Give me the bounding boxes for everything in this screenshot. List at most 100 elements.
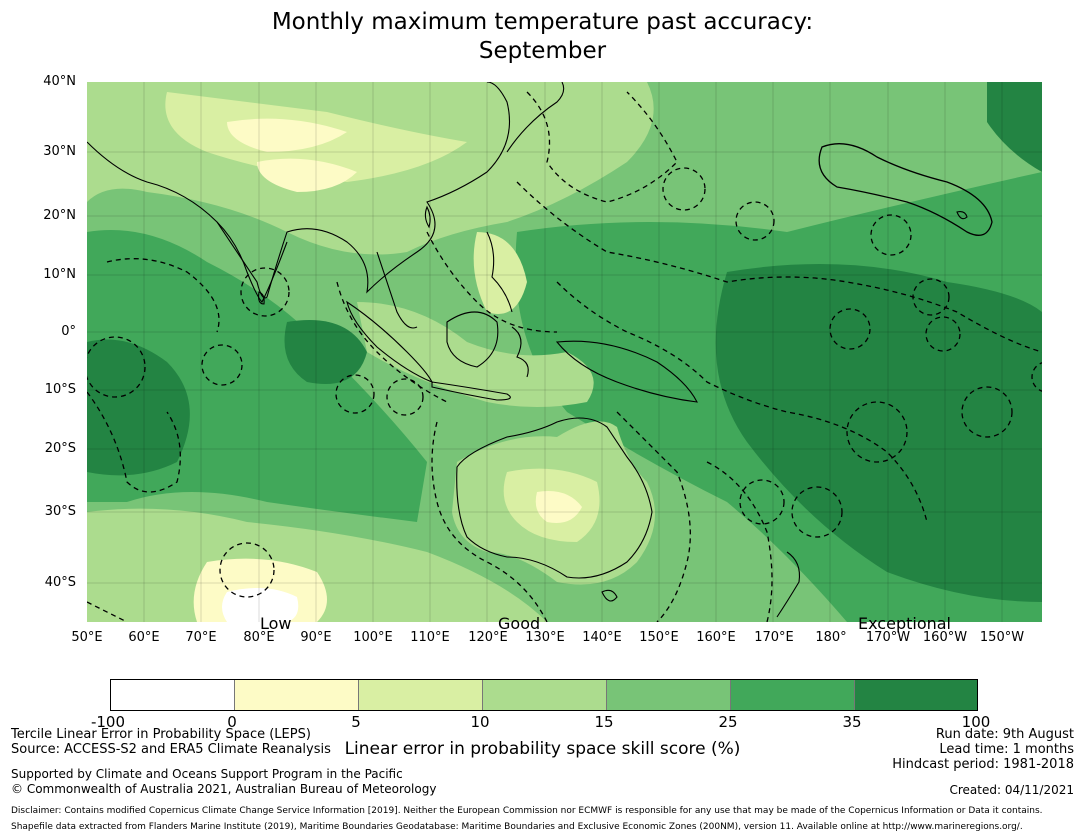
lead-time-text: Lead time: 1 months xyxy=(939,742,1074,757)
colorbar xyxy=(110,679,978,711)
lon-label-100e: 100°E xyxy=(353,630,393,645)
colorbar-tick-3: 5 xyxy=(351,713,361,731)
title-line-1: Monthly maximum temperature past accurac… xyxy=(271,9,814,35)
skill-region-exceptional xyxy=(715,264,1042,602)
lon-label-50e: 50°E xyxy=(71,630,103,645)
colorbar-segment-1 xyxy=(111,680,235,710)
coastline-india xyxy=(216,221,288,303)
category-label-exceptional: Exceptional xyxy=(858,614,951,633)
skill-region-australia-lower xyxy=(535,491,582,523)
eez-line-3 xyxy=(426,231,558,333)
eez-line-8 xyxy=(87,391,181,493)
coastline-srilanka xyxy=(258,291,265,305)
coastline-java xyxy=(431,381,511,401)
coastline-hawaii xyxy=(956,211,968,220)
hindcast-text: Hindcast period: 1981-2018 xyxy=(892,757,1074,772)
lon-label-160w: 160°W xyxy=(922,630,968,645)
coastline-asia xyxy=(87,82,511,299)
lon-label-120e: 120°E xyxy=(468,630,508,645)
coastline-japan xyxy=(506,82,565,153)
eez-line-2 xyxy=(556,281,928,523)
coastlines xyxy=(87,82,968,618)
coastline-newguinea xyxy=(555,340,698,403)
skill-map xyxy=(87,82,1042,622)
eez-line-7 xyxy=(706,461,773,622)
lat-label-20s: 20°S xyxy=(44,441,76,456)
coastline-borneo xyxy=(446,311,499,368)
eez-line-5 xyxy=(431,421,548,622)
colorbar-label: Linear error in probability space skill … xyxy=(344,739,741,759)
coastline-sulawesi xyxy=(511,326,529,378)
source-text: Source: ACCESS-S2 and ERA5 Climate Reana… xyxy=(11,742,331,757)
category-label-low: Low xyxy=(260,614,292,633)
run-date-text: Run date: 9th August xyxy=(935,727,1074,742)
colorbar-tick-2: 0 xyxy=(227,713,237,731)
colorbar-segment-4 xyxy=(483,680,607,710)
lon-label-150e: 150°E xyxy=(639,630,679,645)
lon-label-70e: 70°E xyxy=(185,630,217,645)
skill-map-svg xyxy=(87,82,1042,622)
lat-label-30n: 30°N xyxy=(43,144,76,159)
lat-label-0: 0° xyxy=(61,324,76,339)
eez-hawaii xyxy=(818,143,993,236)
lon-label-60e: 60°E xyxy=(128,630,160,645)
eez-line-1 xyxy=(516,181,1042,353)
lon-label-170w: 170°W xyxy=(865,630,911,645)
colorbar-segment-3 xyxy=(359,680,483,710)
colorbar-tick-1: -100 xyxy=(90,713,126,731)
lat-label-40n: 40°N xyxy=(43,74,76,89)
eez-boundaries xyxy=(87,91,1042,622)
category-label-good: Good xyxy=(498,614,541,633)
copyright-text: © Commonwealth of Australia 2021, Austra… xyxy=(11,782,437,796)
skill-region-tibet xyxy=(257,158,357,192)
eez-line-11 xyxy=(106,258,220,333)
created-text: Created: 04/11/2021 xyxy=(949,783,1074,797)
lon-label-110e: 110°E xyxy=(410,630,450,645)
colorbar-segment-5 xyxy=(607,680,731,710)
colorbar-tick-4: 10 xyxy=(470,713,490,731)
lat-label-20n: 20°N xyxy=(43,208,76,223)
lon-label-180: 180° xyxy=(815,630,847,645)
lon-label-150w: 150°W xyxy=(979,630,1025,645)
lon-label-140e: 140°E xyxy=(582,630,622,645)
skill-region-asia-low-2 xyxy=(227,118,347,152)
eez-line-9 xyxy=(87,601,128,622)
lat-label-10n: 10°N xyxy=(43,267,76,282)
lon-label-80e: 80°E xyxy=(243,630,275,645)
colorbar-tick-5: 15 xyxy=(594,713,614,731)
disclaimer-text: Disclaimer: Contains modified Copernicus… xyxy=(11,806,1043,816)
lat-label-30s: 30°S xyxy=(44,504,76,519)
skill-region-philippines xyxy=(473,232,527,314)
title-line-2: September xyxy=(478,38,607,64)
shapefile-text: Shapefile data extracted from Flanders M… xyxy=(11,822,1023,832)
lon-label-130e: 130°E xyxy=(525,630,565,645)
skill-region-far-east xyxy=(987,82,1042,172)
colorbar-segment-2 xyxy=(235,680,359,710)
eez-line-4 xyxy=(336,281,448,403)
lon-label-90e: 90°E xyxy=(300,630,332,645)
colorbar-tick-6: 25 xyxy=(718,713,738,731)
coastline-newzealand xyxy=(776,551,801,618)
lon-label-170e: 170°E xyxy=(754,630,794,645)
chart-title: Monthly maximum temperature past accurac… xyxy=(0,8,1085,66)
lon-label-160e: 160°E xyxy=(696,630,736,645)
coastline-malay xyxy=(376,251,418,329)
method-text: Tercile Linear Error in Probability Spac… xyxy=(11,727,311,742)
graticule xyxy=(87,82,1042,622)
coastline-taiwan xyxy=(424,205,431,229)
lat-label-40s: 40°S xyxy=(44,575,76,590)
colorbar-segment-7 xyxy=(855,680,977,710)
eez-line-6 xyxy=(616,411,691,622)
coastline-tasmania xyxy=(601,589,618,602)
colorbar-tick-8: 100 xyxy=(961,713,991,731)
coastline-australia xyxy=(456,417,653,579)
skill-region-indonesia xyxy=(357,302,594,407)
colorbar-tick-7: 35 xyxy=(842,713,862,731)
support-text: Supported by Climate and Oceans Support … xyxy=(11,767,403,781)
skill-region-bay xyxy=(284,320,367,384)
skill-region-indian-dark xyxy=(87,339,190,476)
coastline-philippines xyxy=(486,231,513,313)
lat-label-10s: 10°S xyxy=(44,382,76,397)
colorbar-segment-6 xyxy=(731,680,855,710)
eez-line-10 xyxy=(526,91,678,203)
